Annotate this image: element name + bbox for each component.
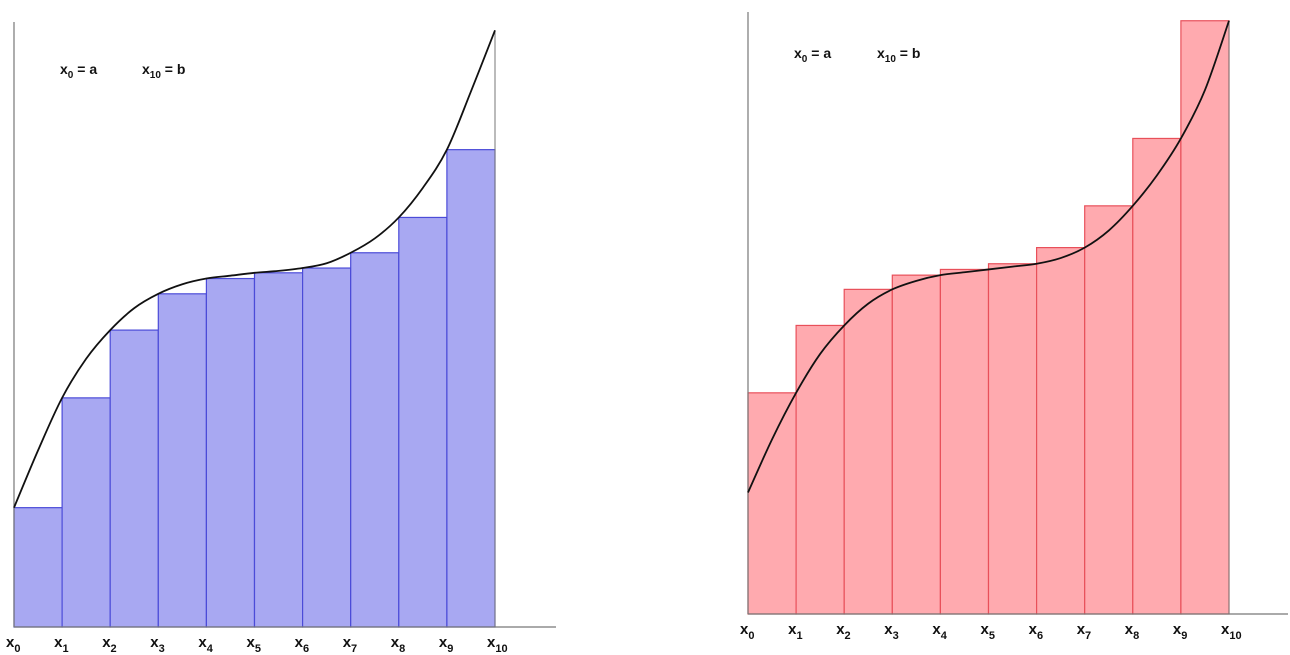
- x-tick-label-2: x2: [102, 634, 116, 655]
- x-tick-label-9: x9: [439, 634, 453, 655]
- left-riemann-chart: x0 x1 x2 x3 x4 x5 x6 x7 x8 x9 x10 x0 = a x10 = b: [6, 22, 556, 655]
- bar-3: [157, 293, 208, 628]
- bar-9: [1180, 20, 1230, 615]
- x-tick-label-10: x10: [487, 634, 508, 655]
- bar-8: [1132, 137, 1182, 615]
- bar-1: [795, 324, 845, 615]
- bar-0: [747, 392, 797, 615]
- bar-6: [1035, 247, 1086, 615]
- bar-2: [109, 329, 159, 628]
- bar-8: [398, 216, 448, 628]
- x-tick-label-4: x4: [198, 634, 213, 655]
- bar-1: [61, 397, 111, 628]
- x-tick-label-3: x3: [150, 634, 164, 655]
- annotation-0: x0 = a: [794, 45, 831, 65]
- x-tick-label-8: x8: [391, 634, 405, 655]
- bar-4: [205, 277, 256, 628]
- x-tick-label-1: x1: [54, 634, 68, 655]
- x-tick-label-10: x10: [1221, 621, 1242, 642]
- bar-2: [843, 288, 893, 615]
- x-tick-label-6: x6: [1029, 621, 1043, 642]
- function-curve: [13, 29, 496, 509]
- x-tick-label-0: x0: [740, 621, 754, 642]
- x-tick-label-0: x0: [6, 634, 20, 655]
- x-tick-label-5: x5: [981, 621, 995, 642]
- x-tick-label-3: x3: [884, 621, 898, 642]
- x-tick-label-1: x1: [788, 621, 802, 642]
- bar-0: [13, 507, 63, 628]
- bar-5: [987, 263, 1038, 615]
- bar-5: [253, 272, 304, 628]
- x-tick-label-5: x5: [247, 634, 261, 655]
- bar-3: [891, 274, 941, 615]
- x-tick-label-4: x4: [932, 621, 947, 642]
- x-tick-label-7: x7: [1077, 621, 1091, 642]
- x-tick-label-2: x2: [836, 621, 850, 642]
- annotation-1: x10 = b: [877, 45, 920, 65]
- bar-9: [446, 149, 496, 628]
- annotation-1: x10 = b: [142, 61, 185, 81]
- function-curve: [747, 20, 1230, 493]
- annotation-0: x0 = a: [60, 61, 97, 81]
- x-tick-label-9: x9: [1173, 621, 1187, 642]
- bar-4: [939, 268, 990, 615]
- bar-7: [350, 252, 400, 628]
- x-tick-label-7: x7: [343, 634, 357, 655]
- right-riemann-chart: x0 x1 x2 x3 x4 x5 x6 x7 x8 x9 x10 x0 = a x10 = b: [740, 12, 1288, 642]
- bar-6: [302, 267, 352, 628]
- x-tick-label-8: x8: [1125, 621, 1139, 642]
- bar-7: [1084, 205, 1134, 615]
- x-tick-label-6: x6: [295, 634, 309, 655]
